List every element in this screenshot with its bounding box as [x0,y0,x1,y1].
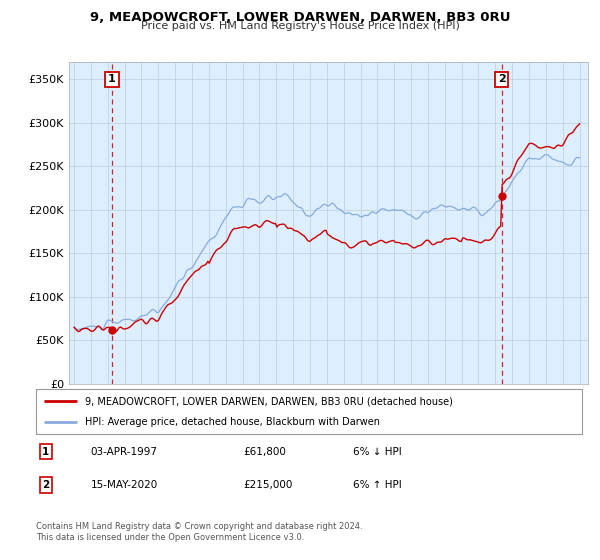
Text: £61,800: £61,800 [244,447,286,457]
Text: 03-APR-1997: 03-APR-1997 [91,447,158,457]
Text: 2: 2 [498,74,506,85]
Text: 6% ↓ HPI: 6% ↓ HPI [353,447,401,457]
Text: 15-MAY-2020: 15-MAY-2020 [91,480,158,490]
Text: 6% ↑ HPI: 6% ↑ HPI [353,480,401,490]
Text: 2: 2 [42,480,49,490]
Text: 1: 1 [42,447,49,457]
FancyBboxPatch shape [36,389,582,434]
Text: 9, MEADOWCROFT, LOWER DARWEN, DARWEN, BB3 0RU: 9, MEADOWCROFT, LOWER DARWEN, DARWEN, BB… [90,11,510,24]
Text: This data is licensed under the Open Government Licence v3.0.: This data is licensed under the Open Gov… [36,533,304,542]
Text: HPI: Average price, detached house, Blackburn with Darwen: HPI: Average price, detached house, Blac… [85,417,380,427]
Text: Contains HM Land Registry data © Crown copyright and database right 2024.: Contains HM Land Registry data © Crown c… [36,522,362,531]
Text: 9, MEADOWCROFT, LOWER DARWEN, DARWEN, BB3 0RU (detached house): 9, MEADOWCROFT, LOWER DARWEN, DARWEN, BB… [85,396,453,407]
Text: 1: 1 [108,74,116,85]
Text: £215,000: £215,000 [244,480,293,490]
Text: Price paid vs. HM Land Registry's House Price Index (HPI): Price paid vs. HM Land Registry's House … [140,21,460,31]
